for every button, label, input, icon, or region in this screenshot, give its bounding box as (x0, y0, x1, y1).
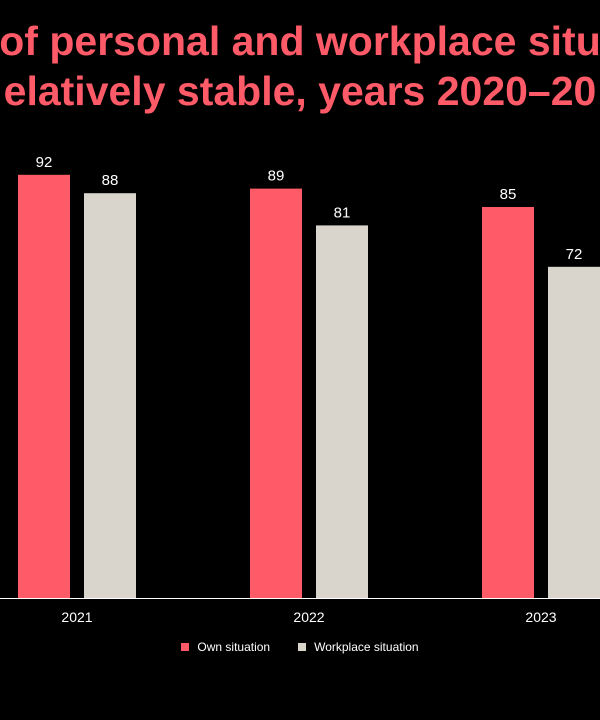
data-label-workplace-2023: 72 (566, 246, 583, 263)
chart-title: of personal and workplace situ elatively… (0, 16, 600, 116)
chart-title-line-1: of personal and workplace situ (0, 18, 600, 64)
bar-workplace-2023 (548, 266, 600, 598)
legend: Own situation Workplace situation (0, 640, 600, 654)
legend-label-workplace: Workplace situation (314, 640, 419, 654)
data-label-own-2023: 85 (500, 186, 517, 203)
legend-swatch-own (181, 643, 190, 651)
data-label-workplace-2022: 81 (334, 204, 351, 221)
legend-item-own: Own situation (181, 640, 270, 654)
legend-item-workplace: Workplace situation (298, 640, 419, 654)
x-tick-label-2021: 2021 (61, 609, 92, 625)
data-label-workplace-2021: 88 (102, 172, 119, 189)
x-tick-label-2022: 2022 (293, 609, 324, 625)
chart-title-line-2: elatively stable, years 2020–20 (3, 68, 597, 114)
bar-own-2022 (250, 188, 302, 598)
data-label-own-2022: 89 (268, 168, 285, 185)
bar-workplace-2021 (84, 193, 136, 598)
data-label-own-2021: 92 (36, 154, 53, 171)
bar-workplace-2022 (316, 225, 368, 598)
legend-swatch-workplace (298, 643, 307, 651)
bar-own-2021 (18, 174, 70, 599)
legend-label-own: Own situation (197, 640, 271, 654)
bar-own-2023 (482, 207, 534, 598)
x-tick-label-2023: 2023 (525, 609, 556, 625)
